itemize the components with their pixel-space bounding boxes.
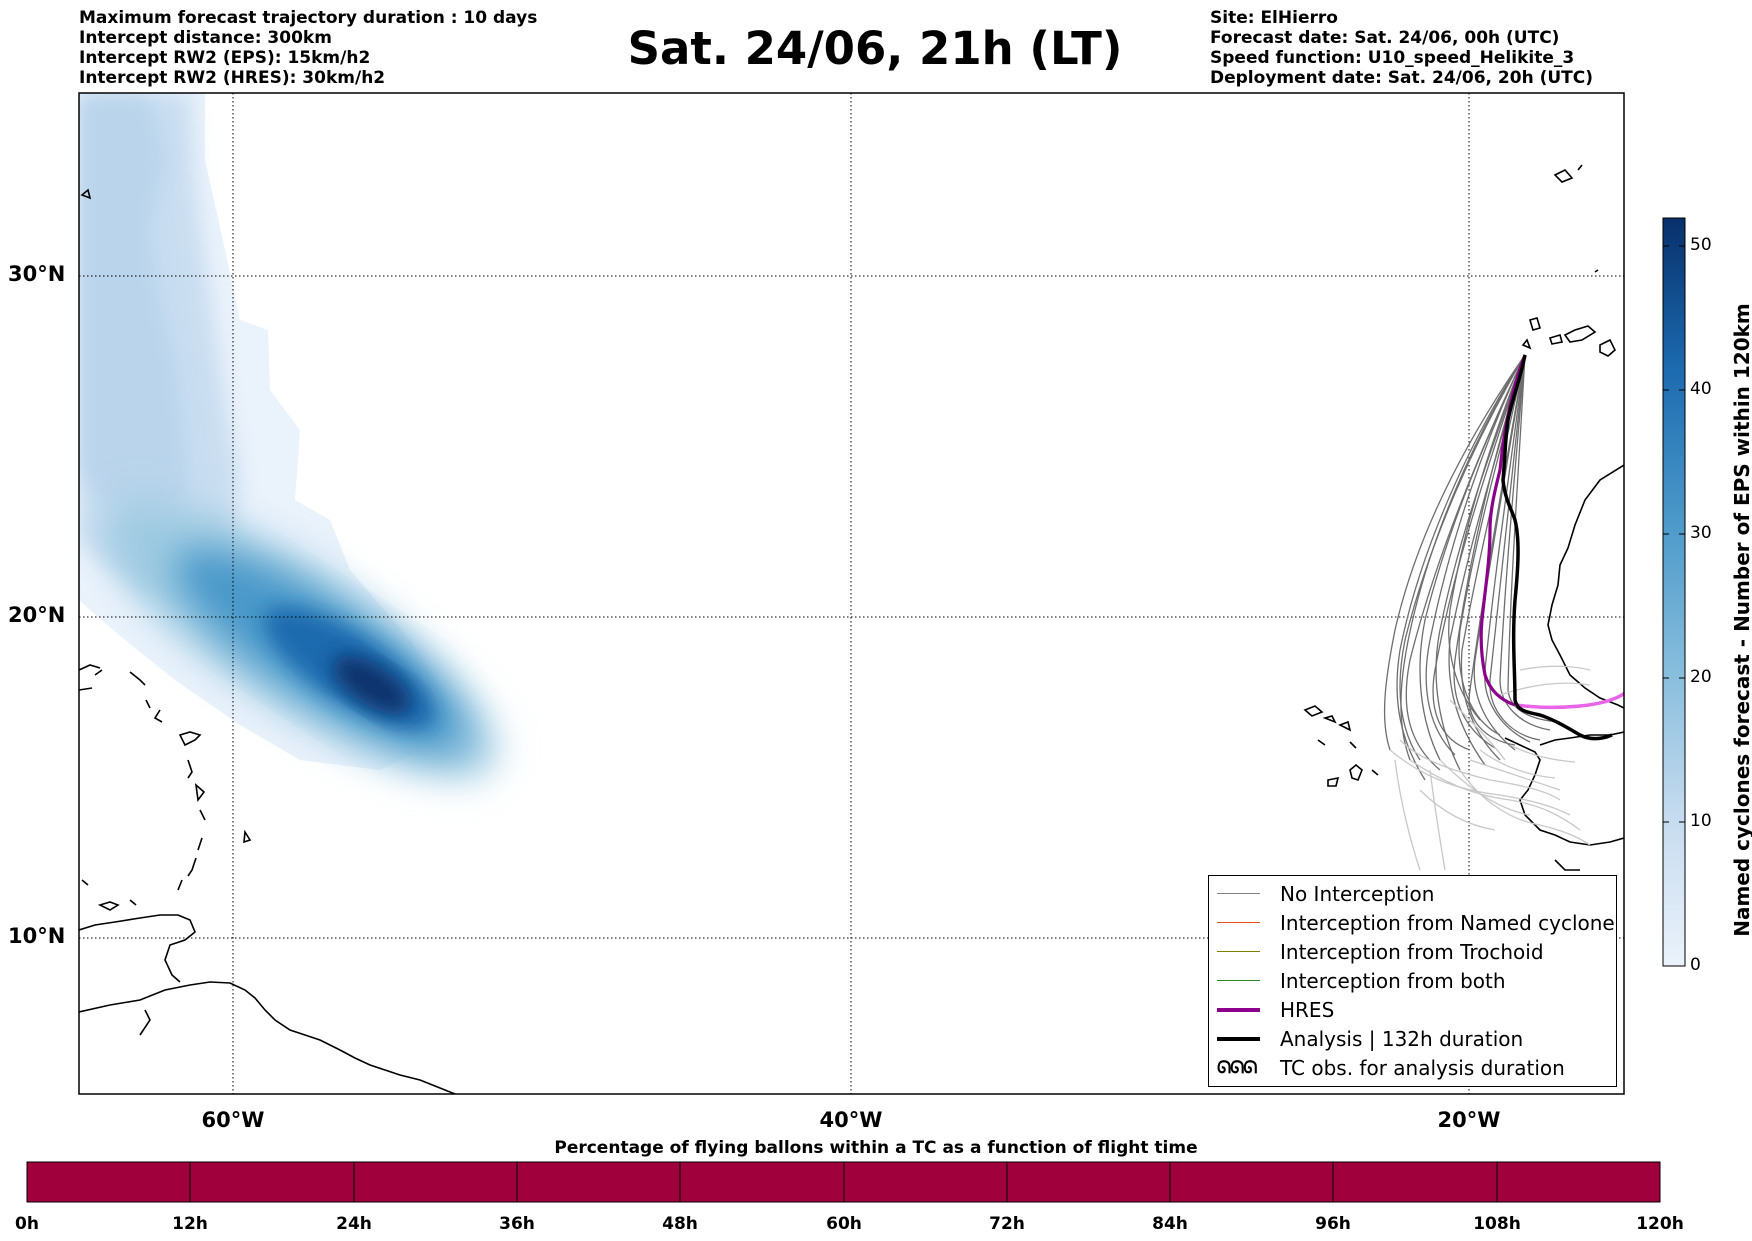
percentage-bar bbox=[26, 1161, 1661, 1203]
time-tick: 48h bbox=[662, 1214, 698, 1234]
info-left-line: Intercept RW2 (EPS): 15km/h2 bbox=[79, 48, 371, 68]
legend-item: No Interception bbox=[1217, 879, 1434, 908]
trajectory-ensemble-gray bbox=[1383, 354, 1561, 781]
legend-item: ᘏᘏᘏ TC obs. for analysis duration bbox=[1217, 1053, 1565, 1082]
legend-label: Analysis | 132h duration bbox=[1280, 1026, 1524, 1051]
time-tick: 96h bbox=[1315, 1214, 1351, 1234]
time-tick: 12h bbox=[172, 1214, 208, 1234]
legend-label: Interception from Trochoid bbox=[1280, 939, 1544, 964]
time-tick: 108h bbox=[1473, 1214, 1521, 1234]
info-left-line: Intercept RW2 (HRES): 30km/h2 bbox=[79, 68, 386, 88]
colorbar-title: Named cyclones forecast - Number of EPS … bbox=[1730, 303, 1752, 937]
map-frame bbox=[78, 92, 1625, 1095]
time-tick: 84h bbox=[1152, 1214, 1188, 1234]
legend-item: Interception from Named cyclone bbox=[1217, 908, 1615, 937]
map-gridlines bbox=[79, 93, 1624, 1094]
legend-line bbox=[1217, 922, 1260, 923]
colorbar-tick: 0 bbox=[1690, 955, 1701, 975]
tc-symbol-icon: ᘏᘏᘏ bbox=[1217, 1057, 1257, 1078]
legend-line bbox=[1217, 1007, 1260, 1012]
legend-label: No Interception bbox=[1280, 881, 1435, 906]
info-right-line: Site: ElHierro bbox=[1210, 8, 1338, 28]
colorbar-tick: 40 bbox=[1690, 379, 1712, 399]
map-area bbox=[79, 93, 1624, 1094]
info-left-line: Intercept distance: 300km bbox=[79, 28, 332, 48]
legend-label: Interception from Named cyclone bbox=[1280, 910, 1615, 935]
time-tick: 60h bbox=[826, 1214, 862, 1234]
legend-label: HRES bbox=[1280, 997, 1335, 1022]
lon-label: 60°W bbox=[201, 1108, 265, 1132]
trajectory-ensemble-light bbox=[1389, 665, 1591, 871]
legend-label: Interception from both bbox=[1280, 968, 1506, 993]
cyclone-density-field bbox=[79, 93, 497, 779]
legend-line bbox=[1217, 980, 1260, 981]
colorbar-tick: 20 bbox=[1690, 667, 1712, 687]
lon-label: 20°W bbox=[1437, 1108, 1501, 1132]
info-right-line: Deployment date: Sat. 24/06, 20h (UTC) bbox=[1210, 68, 1594, 88]
legend-item: Interception from both bbox=[1217, 966, 1506, 995]
lat-label: 10°N bbox=[8, 924, 66, 948]
info-right-line: Speed function: U10_speed_Helikite_3 bbox=[1210, 48, 1575, 68]
colorbar-tick: 10 bbox=[1690, 811, 1712, 831]
legend: No Interception Interception from Named … bbox=[1208, 875, 1617, 1087]
legend-line bbox=[1217, 1036, 1260, 1041]
percentage-bar-title: Percentage of flying ballons within a TC… bbox=[554, 1138, 1198, 1158]
legend-item: Interception from Trochoid bbox=[1217, 937, 1544, 966]
legend-line bbox=[1217, 893, 1260, 894]
legend-label: TC obs. for analysis duration bbox=[1280, 1055, 1565, 1080]
time-tick: 0h bbox=[15, 1214, 39, 1234]
hres-trajectory-extension bbox=[1514, 691, 1624, 710]
page-title: Sat. 24/06, 21h (LT) bbox=[627, 22, 1123, 75]
info-right-line: Forecast date: Sat. 24/06, 00h (UTC) bbox=[1210, 28, 1560, 48]
info-left: Maximum forecast trajectory duration : 1… bbox=[79, 8, 537, 88]
lat-label: 20°N bbox=[8, 603, 66, 627]
colorbar-tick: 50 bbox=[1690, 235, 1712, 255]
coastlines bbox=[79, 164, 1624, 1094]
lon-label: 40°W bbox=[819, 1108, 883, 1132]
colorbar bbox=[1662, 217, 1686, 967]
lat-label: 30°N bbox=[8, 262, 66, 286]
legend-item: Analysis | 132h duration bbox=[1217, 1024, 1523, 1053]
analysis-trajectory bbox=[1501, 354, 1613, 741]
legend-line bbox=[1217, 951, 1260, 952]
time-tick: 24h bbox=[336, 1214, 372, 1234]
colorbar-tick: 30 bbox=[1690, 523, 1712, 543]
info-right: Site: ElHierro Forecast date: Sat. 24/06… bbox=[1210, 8, 1593, 88]
info-left-line: Maximum forecast trajectory duration : 1… bbox=[79, 8, 538, 28]
legend-item: HRES bbox=[1217, 995, 1334, 1024]
time-tick: 72h bbox=[989, 1214, 1025, 1234]
time-tick: 120h bbox=[1636, 1214, 1684, 1234]
time-tick: 36h bbox=[499, 1214, 535, 1234]
